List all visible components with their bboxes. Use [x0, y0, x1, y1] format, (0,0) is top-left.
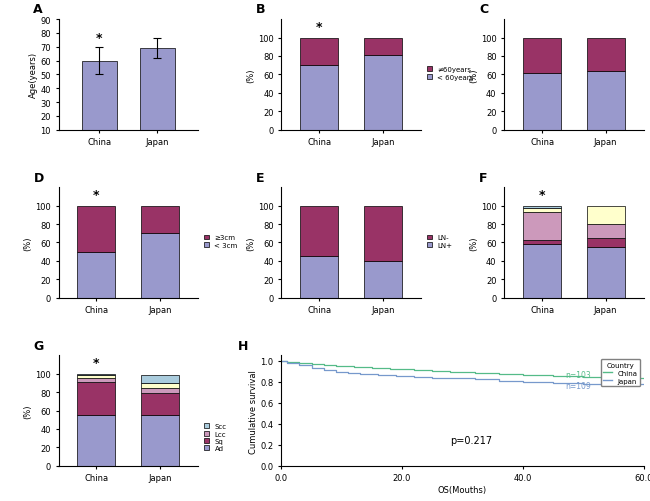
Bar [363, 56, 402, 130]
Text: E: E [256, 171, 265, 184]
Bar [300, 66, 339, 130]
Bar [300, 257, 339, 298]
Y-axis label: Cumulative survival: Cumulative survival [249, 369, 257, 452]
Text: *: * [316, 21, 322, 34]
Bar [141, 206, 179, 234]
Bar [523, 240, 561, 245]
Text: F: F [479, 171, 488, 184]
Bar [77, 252, 116, 298]
Text: *: * [96, 32, 103, 45]
Text: *: * [93, 188, 99, 201]
Y-axis label: (%): (%) [23, 236, 32, 250]
Bar [586, 206, 625, 224]
Text: D: D [33, 171, 44, 184]
Text: A: A [33, 4, 43, 17]
Y-axis label: (%): (%) [23, 403, 32, 418]
Bar [140, 49, 175, 144]
Bar [77, 375, 116, 379]
Bar [523, 212, 561, 240]
Bar [363, 39, 402, 56]
Bar [300, 39, 339, 66]
Bar [363, 206, 402, 262]
Bar [141, 383, 179, 388]
Bar [77, 382, 116, 415]
Y-axis label: (%): (%) [469, 236, 478, 250]
Bar [141, 234, 179, 298]
X-axis label: OS(Mouths): OS(Mouths) [438, 485, 487, 494]
Bar [523, 209, 561, 212]
Bar [77, 374, 116, 375]
Bar [141, 375, 179, 383]
Bar [523, 245, 561, 298]
Bar [586, 247, 625, 298]
Bar [141, 393, 179, 415]
Text: *: * [539, 188, 545, 201]
Y-axis label: (%): (%) [246, 236, 255, 250]
Bar [363, 262, 402, 298]
Legend: ≥3cm, < 3cm: ≥3cm, < 3cm [204, 235, 238, 248]
Bar [300, 206, 339, 257]
Legend: LN-, LN+: LN-, LN+ [427, 235, 452, 248]
Text: n=103: n=103 [565, 371, 591, 380]
Bar [141, 415, 179, 466]
Text: *: * [93, 356, 99, 369]
Bar [77, 379, 116, 382]
Text: n=109: n=109 [565, 381, 591, 390]
Bar [141, 388, 179, 393]
Text: G: G [33, 339, 44, 352]
Y-axis label: (%): (%) [469, 68, 478, 83]
Text: p=0.217: p=0.217 [450, 435, 493, 445]
Legend: ≠60years, < 60years: ≠60years, < 60years [427, 67, 474, 81]
Legend: Scc, Lcc, Sq, Ad: Scc, Lcc, Sq, Ad [204, 423, 227, 451]
Bar [77, 415, 116, 466]
Text: H: H [238, 339, 248, 352]
Bar [586, 72, 625, 130]
Bar [586, 224, 625, 238]
Legend: China, Japan: China, Japan [601, 359, 640, 387]
Text: C: C [479, 4, 488, 17]
Bar [523, 39, 561, 73]
Y-axis label: Age(years): Age(years) [29, 52, 38, 98]
Bar [586, 238, 625, 247]
Y-axis label: (%): (%) [246, 68, 255, 83]
Bar [82, 62, 116, 144]
Bar [77, 206, 116, 252]
Bar [523, 73, 561, 130]
Bar [523, 206, 561, 209]
Text: B: B [256, 4, 266, 17]
Bar [586, 39, 625, 72]
